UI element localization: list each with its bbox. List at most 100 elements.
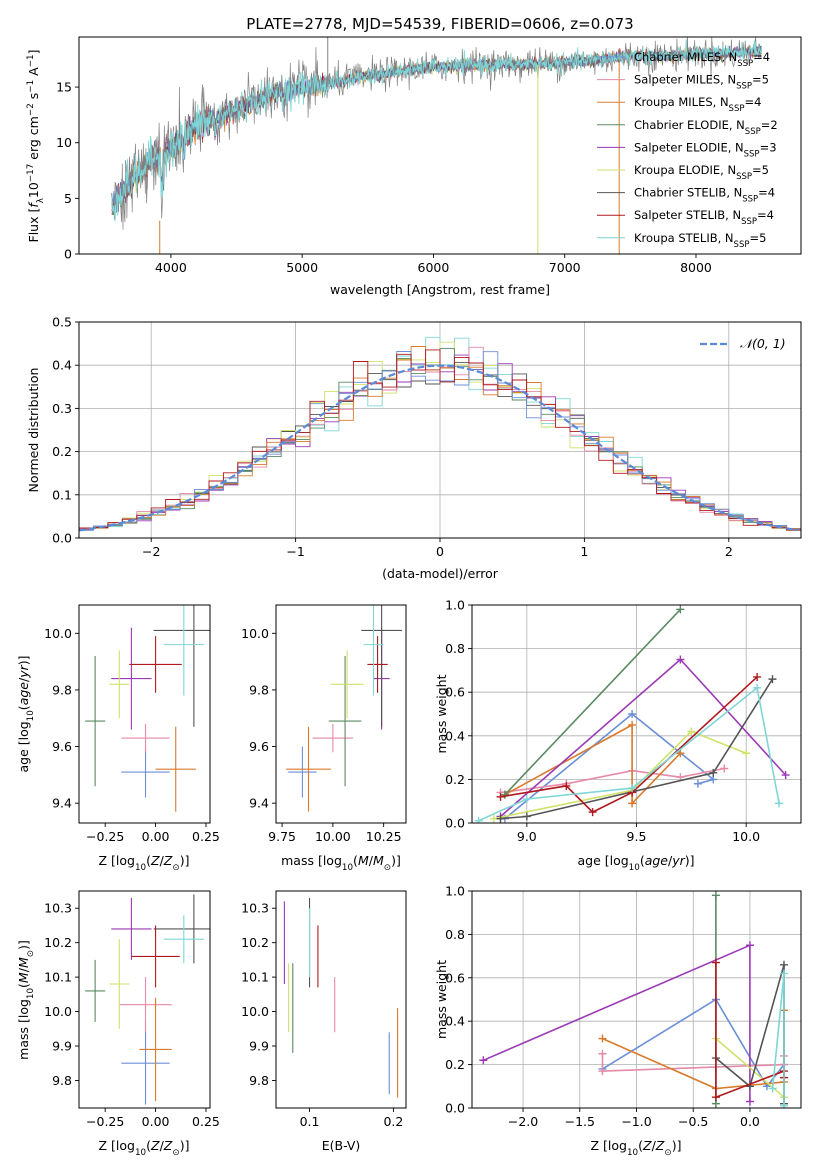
y-axis-label: mass [log10(M/M⊙)] <box>16 940 36 1060</box>
y-tick-label: 0.5 <box>52 315 72 330</box>
errorbar-salpeter_elodie <box>111 897 152 960</box>
x-tick-label: 9.5 <box>627 829 647 844</box>
y-tick-label: 0.0 <box>445 816 465 831</box>
legend-label-main: Chabrier STELIB, N <box>634 186 742 200</box>
weight-marker-kroupa_stelib <box>779 1101 788 1108</box>
y-tick-label: 10.2 <box>241 935 269 950</box>
weight-marker-kroupa_stelib <box>628 784 637 793</box>
x-axis-label: mass [log10(M/M⊙)] <box>281 853 401 873</box>
errorbar-salpeter_miles <box>121 723 170 753</box>
errorbar-kroupa_miles <box>286 726 331 812</box>
label-part: −17 <box>26 164 36 182</box>
label-part: mass [log <box>281 853 342 868</box>
x-tick-label: 10.00 <box>315 829 351 844</box>
weight-marker-kroupa_elodie <box>742 749 751 758</box>
y-tick-label: 9.9 <box>52 1039 72 1054</box>
y-tick-label: 0.6 <box>445 685 465 700</box>
label-part: )] <box>685 853 695 868</box>
errorbar-salpeter_stelib <box>129 636 182 693</box>
residuals-panel: 𝒩(0, 1) −2 −1 0 1 2 0.0 0.1 0.2 0.3 0.4 0.5 (data-mo… <box>26 315 802 581</box>
legend-label-sub: SSP <box>741 217 757 227</box>
x-axis-label: Z [log10(Z/Z⊙)] <box>591 1138 682 1158</box>
x-axis-label: age [log10(age/yr)] <box>577 853 694 873</box>
y-tick-label: 0.4 <box>445 728 465 743</box>
label-part: Z <box>150 1138 160 1153</box>
label-part: / <box>652 1138 657 1153</box>
plot-area <box>474 605 790 823</box>
label-part: 10 <box>135 1148 146 1158</box>
label-part: λ <box>36 198 46 203</box>
errorbar-kroupa_stelib <box>163 915 204 964</box>
weight-marker-salpeter_miles <box>720 764 729 773</box>
label-part: −1 <box>26 80 36 93</box>
weight-marker-salpeter_stelib <box>711 1093 720 1102</box>
weight-vs-age-panel: 9.0 9.5 10.0 0.0 0.2 0.4 0.6 0.8 1.0 age [log10(a… <box>434 598 802 873</box>
weight-marker-kroupa_miles <box>628 799 637 808</box>
weight-marker-kroupa_stelib <box>474 816 483 823</box>
errorbar-kroupa_elodie <box>330 650 364 719</box>
weight-marker-chabrier_stelib <box>496 814 505 823</box>
errorbar-chabrier_elodie <box>328 655 362 787</box>
axes-frame <box>275 890 407 1109</box>
label-part: Z [log <box>99 853 135 868</box>
legend-label-main: Kroupa STELIB, N <box>634 231 734 245</box>
x-tick-label: −1.5 <box>565 1114 595 1129</box>
label-part: Z [log <box>591 1138 627 1153</box>
plot-area <box>85 605 210 812</box>
label-part: ( <box>16 983 31 988</box>
label-part: / <box>668 853 673 868</box>
x-tick-label: 6000 <box>418 260 450 275</box>
normal-curve <box>79 364 799 532</box>
legend-label-main: Salpeter MILES, N <box>634 73 736 87</box>
x-tick-label: 0.1 <box>300 1114 320 1129</box>
weight-vs-z-panel: −2.0 −1.5 −1.0 −0.5 0.0 0.0 0.2 0.4 0.6 0.8 1.0 Z [… <box>434 884 802 1158</box>
y-tick-label: 0.8 <box>445 927 465 942</box>
label-part: Z <box>642 1138 652 1153</box>
label-part: 10 <box>26 182 41 198</box>
plot-area <box>111 37 763 254</box>
y-tick-label: 0.4 <box>52 358 72 373</box>
label-part: ( <box>640 853 645 868</box>
label-part: 10 <box>135 863 146 873</box>
weight-marker-salpeter_stelib <box>753 672 762 681</box>
errorbar-salpeter_elodie <box>111 627 152 730</box>
errorbar-kroupa_miles <box>139 997 172 1102</box>
legend-label: Kroupa MILES, NSSP=4 <box>634 95 761 114</box>
label-part: age <box>645 853 669 868</box>
weight-marker-kroupa_miles <box>598 1034 607 1043</box>
plot-area <box>85 894 210 1105</box>
legend-label: Chabrier MILES, NSSP=4 <box>634 50 770 69</box>
y-tick-label: 9.8 <box>52 1073 72 1088</box>
label-part: age [log <box>16 721 31 772</box>
y-tick-label: 0.0 <box>52 531 72 546</box>
legend-label-tail: =5 <box>749 231 766 245</box>
weight-marker-kroupa_miles <box>676 749 685 758</box>
label-part: / <box>369 853 374 868</box>
errorbar-chabrier_elodie <box>85 959 106 1022</box>
label-part: / <box>160 1138 165 1153</box>
mass-vs-ebv-panel: 0.1 0.2 9.8 9.9 10.0 10.1 10.2 10.3 E(B-V) <box>241 890 407 1153</box>
errorbar-kroupa_stelib <box>363 605 384 696</box>
legend-label: 𝒩(0, 1) <box>740 336 786 351</box>
y-tick-label: 9.6 <box>249 739 269 754</box>
weight-line-salpeter_miles <box>500 767 725 794</box>
label-part: M <box>16 972 31 983</box>
weight-marker-chabrier_stelib <box>768 675 777 684</box>
weight-marker-kroupa_stelib <box>779 969 788 978</box>
y-tick-label: 9.6 <box>52 739 72 754</box>
legend-label-main: Chabrier ELODIE, N <box>634 118 745 132</box>
x-tick-label: −0.25 <box>86 829 124 844</box>
weight-line-chabrier_miles <box>602 998 785 1088</box>
label-part: Z [log <box>99 1138 135 1153</box>
legend-label-sub: SSP <box>736 82 752 92</box>
label-part: yr <box>671 853 685 868</box>
errorbar-chabrier_stelib <box>153 605 210 727</box>
label-part: A <box>26 67 41 80</box>
errorbar-chabrier_stelib <box>361 605 402 727</box>
x-tick-label: 7000 <box>549 260 581 275</box>
y-tick-label: 1.0 <box>445 884 465 899</box>
weight-marker-kroupa_stelib <box>775 799 784 808</box>
x-tick-label: 5000 <box>286 260 318 275</box>
x-axis-label: wavelength [Angstrom, rest frame] <box>330 282 550 297</box>
